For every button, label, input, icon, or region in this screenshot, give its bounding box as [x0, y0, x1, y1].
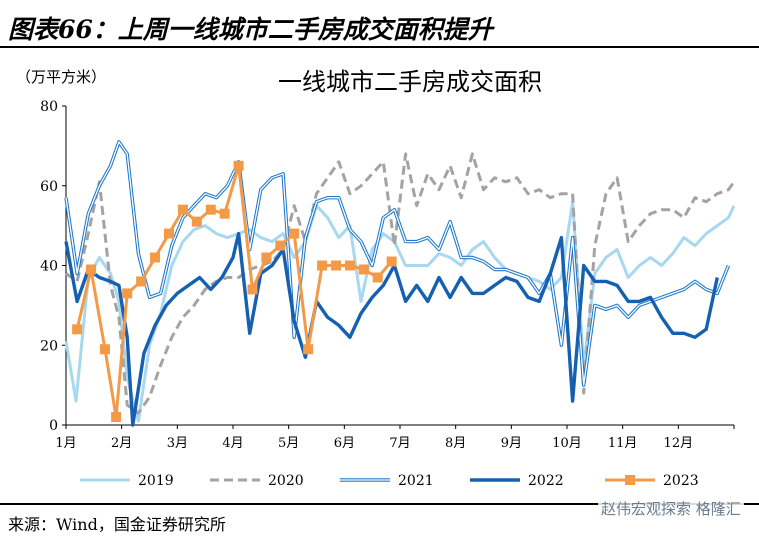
- series-2023-marker: [330, 260, 341, 271]
- source-divider: [0, 503, 759, 505]
- series-2023-marker: [136, 276, 147, 287]
- series-2023-marker: [233, 160, 244, 171]
- x-tick-label: 10月: [552, 436, 582, 451]
- figure-title: 图表66：上周一线城市二手房成交面积提升: [8, 15, 493, 44]
- y-tick-label: 60: [40, 179, 58, 195]
- legend-2021-item: 2021: [340, 473, 434, 489]
- series-2023-marker: [275, 240, 286, 251]
- y-unit-label: （万平方米）: [16, 68, 107, 86]
- series-2021-line-inner: [65, 141, 730, 386]
- x-tick-label: 2月: [111, 436, 132, 451]
- series-2023-marker: [317, 260, 328, 271]
- title-divider: [0, 46, 759, 48]
- series-2023-marker: [72, 324, 83, 335]
- series-2023-marker: [289, 228, 300, 239]
- series-2022-line: [64, 231, 719, 427]
- watermark-text: 赵伟宏观探索 格隆汇: [598, 497, 744, 520]
- series-2019-line: [64, 200, 736, 423]
- series-2023-marker: [303, 344, 314, 355]
- series-2023-marker: [358, 264, 369, 275]
- y-tick-label: 80: [40, 99, 58, 115]
- chart-title: 一线城市二手房成交面积: [278, 68, 542, 96]
- series-2023-marker: [219, 208, 230, 219]
- y-tick-label: 40: [40, 259, 58, 275]
- legend-2020-label: 2020: [268, 473, 304, 489]
- series-2023-marker: [163, 228, 174, 239]
- series-2023-marker: [191, 216, 202, 227]
- series-2019-group: [64, 200, 736, 423]
- x-tick-label: 12月: [664, 436, 694, 451]
- legend-2023-label: 2023: [663, 473, 699, 489]
- series-2022-group: [64, 231, 719, 427]
- series-2023-marker: [261, 252, 272, 263]
- series-2023-marker: [247, 284, 258, 295]
- series-2020-line: [65, 152, 736, 415]
- legend-2021-label: 2021: [398, 473, 434, 489]
- series-2021-group: [64, 140, 730, 387]
- series-2023-group: [72, 160, 397, 423]
- legend-2022-item: 2022: [470, 473, 564, 489]
- series-2023-marker: [122, 288, 133, 299]
- x-tick-label: 11月: [608, 436, 638, 451]
- series-2023-marker: [205, 204, 216, 215]
- x-tick-label: 1月: [55, 436, 76, 451]
- source-note: 来源：Wind，国金证券研究所: [8, 515, 226, 534]
- series-2023-marker: [344, 260, 355, 271]
- x-tick-label: 4月: [222, 436, 243, 451]
- line-chart: 0 20 40 60 80 1月 2月 3月 4月 5月 6月 7月 8月 9月 10月 11月 12月 201…: [40, 99, 736, 489]
- y-tick-label: 0: [49, 418, 58, 434]
- series-2023-marker: [386, 256, 397, 267]
- y-tick-label: 20: [40, 338, 58, 354]
- x-tick-label: 6月: [334, 436, 355, 451]
- legend-2022-label: 2022: [528, 473, 564, 489]
- series-2023-marker: [177, 204, 188, 215]
- legend-2023-item: 2023: [605, 473, 699, 489]
- legend-2019-item: 2019: [80, 473, 174, 489]
- legend-2020-item: 2020: [210, 473, 304, 489]
- series-2023-marker: [111, 412, 122, 423]
- x-tick-label: 3月: [167, 436, 188, 451]
- legend-2023-swatch-marker: [625, 475, 635, 485]
- series-2023-marker: [86, 264, 97, 275]
- series-2023-marker: [372, 272, 383, 283]
- series-2020-group: [65, 152, 736, 415]
- x-tick-label: 5月: [278, 436, 299, 451]
- legend-2019-label: 2019: [138, 473, 174, 489]
- chart-series: [64, 140, 736, 427]
- series-2021-line-outer: [64, 140, 730, 387]
- x-tick-label: 9月: [501, 436, 522, 451]
- x-tick-label: 8月: [445, 436, 466, 451]
- series-2023-marker: [150, 252, 161, 263]
- chart-legend: 2019 2020 2021 2022 2023: [80, 473, 699, 489]
- x-tick-label: 7月: [389, 436, 410, 451]
- series-2023-marker: [99, 344, 110, 355]
- chart-axes: 0 20 40 60 80 1月 2月 3月 4月 5月 6月 7月 8月 9月 10月 11月 12月: [40, 99, 735, 451]
